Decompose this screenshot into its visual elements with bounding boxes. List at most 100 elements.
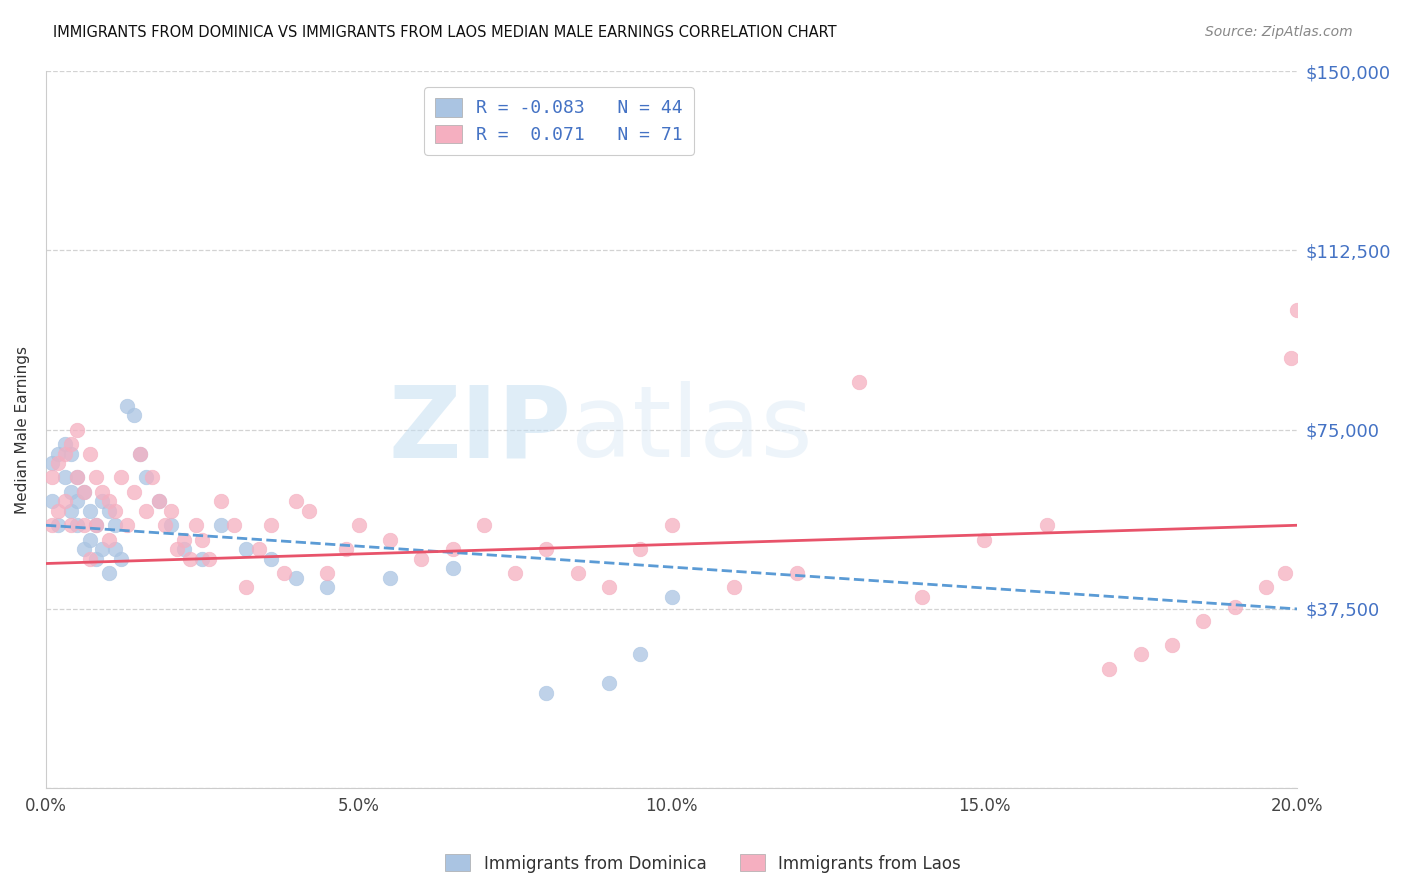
Point <box>66 494 89 508</box>
Point <box>160 504 183 518</box>
Point <box>441 542 464 557</box>
Point <box>1098 662 1121 676</box>
Point <box>48 456 70 470</box>
Point <box>59 518 82 533</box>
Point <box>153 518 176 533</box>
Point <box>173 533 195 547</box>
Point <box>235 542 257 557</box>
Point <box>66 470 89 484</box>
Point <box>84 470 107 484</box>
Point <box>53 437 76 451</box>
Point <box>661 590 683 604</box>
Point <box>72 518 94 533</box>
Point <box>503 566 526 580</box>
Point <box>441 561 464 575</box>
Point <box>628 542 651 557</box>
Point <box>122 484 145 499</box>
Point <box>1254 581 1277 595</box>
Point <box>848 375 870 389</box>
Point <box>973 533 995 547</box>
Point <box>285 494 308 508</box>
Text: Source: ZipAtlas.com: Source: ZipAtlas.com <box>1205 25 1353 39</box>
Point <box>110 470 132 484</box>
Point <box>79 446 101 460</box>
Point <box>197 551 219 566</box>
Point <box>1036 518 1059 533</box>
Legend: Immigrants from Dominica, Immigrants from Laos: Immigrants from Dominica, Immigrants fro… <box>439 847 967 880</box>
Point <box>285 571 308 585</box>
Point <box>472 518 495 533</box>
Point <box>41 456 63 470</box>
Point <box>260 518 283 533</box>
Point <box>911 590 934 604</box>
Point <box>128 446 150 460</box>
Point <box>191 551 214 566</box>
Point <box>786 566 808 580</box>
Point <box>173 542 195 557</box>
Legend: R = -0.083   N = 44, R =  0.071   N = 71: R = -0.083 N = 44, R = 0.071 N = 71 <box>425 87 695 155</box>
Point <box>1279 351 1302 365</box>
Point <box>104 504 127 518</box>
Point <box>273 566 295 580</box>
Point <box>53 494 76 508</box>
Point <box>411 551 433 566</box>
Point <box>209 518 232 533</box>
Point <box>66 423 89 437</box>
Point <box>128 446 150 460</box>
Point <box>247 542 270 557</box>
Point <box>97 504 120 518</box>
Point <box>97 533 120 547</box>
Point <box>135 504 157 518</box>
Point <box>148 494 170 508</box>
Point <box>91 484 114 499</box>
Point <box>536 542 558 557</box>
Point <box>117 399 139 413</box>
Point <box>84 518 107 533</box>
Point <box>79 551 101 566</box>
Point <box>1286 303 1309 318</box>
Point <box>84 551 107 566</box>
Point <box>1192 614 1215 628</box>
Point <box>184 518 207 533</box>
Point <box>222 518 245 533</box>
Text: IMMIGRANTS FROM DOMINICA VS IMMIGRANTS FROM LAOS MEDIAN MALE EARNINGS CORRELATIO: IMMIGRANTS FROM DOMINICA VS IMMIGRANTS F… <box>53 25 837 40</box>
Point <box>97 494 120 508</box>
Point <box>72 542 94 557</box>
Point <box>66 518 89 533</box>
Text: atlas: atlas <box>571 381 813 478</box>
Point <box>298 504 321 518</box>
Point <box>53 446 76 460</box>
Point <box>59 504 82 518</box>
Point <box>1161 638 1184 652</box>
Point <box>79 533 101 547</box>
Point <box>378 571 401 585</box>
Point <box>41 470 63 484</box>
Point <box>59 437 82 451</box>
Point <box>179 551 201 566</box>
Point <box>66 470 89 484</box>
Point <box>104 518 127 533</box>
Point <box>335 542 357 557</box>
Point <box>536 685 558 699</box>
Point <box>59 446 82 460</box>
Point <box>347 518 370 533</box>
Y-axis label: Median Male Earnings: Median Male Earnings <box>15 345 30 514</box>
Point <box>141 470 163 484</box>
Point <box>661 518 683 533</box>
Point <box>91 542 114 557</box>
Point <box>53 470 76 484</box>
Point <box>378 533 401 547</box>
Point <box>91 494 114 508</box>
Point <box>148 494 170 508</box>
Point <box>122 409 145 423</box>
Point <box>1223 599 1246 614</box>
Point <box>166 542 188 557</box>
Point <box>72 484 94 499</box>
Point <box>598 676 620 690</box>
Point <box>48 446 70 460</box>
Point <box>316 566 339 580</box>
Point <box>135 470 157 484</box>
Point <box>235 581 257 595</box>
Point <box>209 494 232 508</box>
Point <box>316 581 339 595</box>
